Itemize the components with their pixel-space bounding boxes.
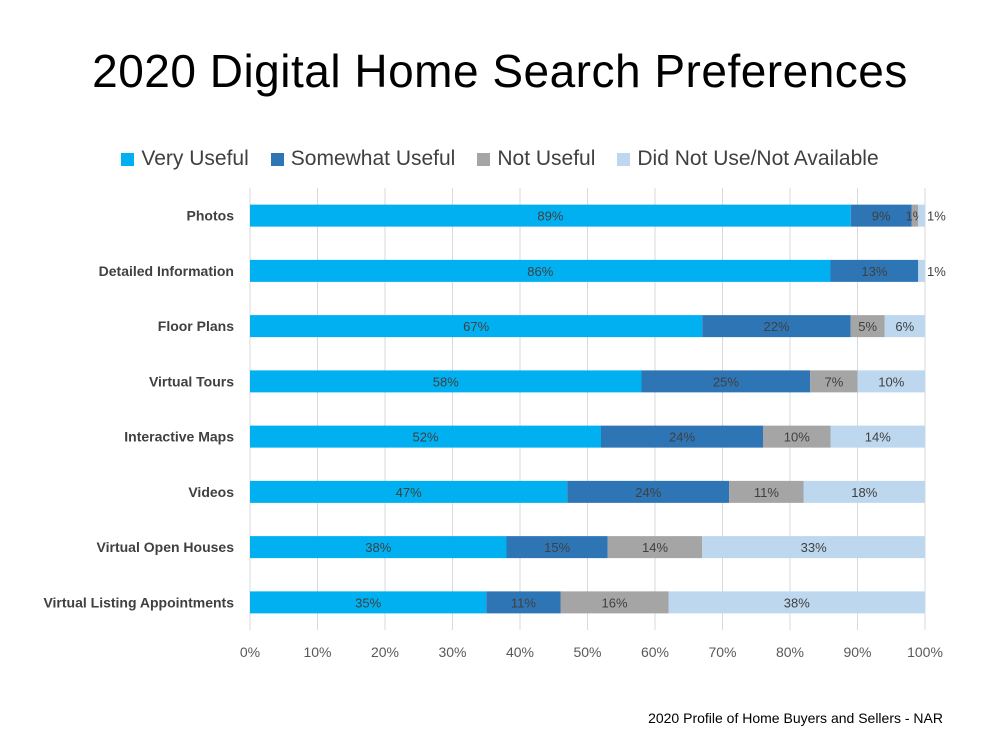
- bar-segment-not-useful: [729, 480, 804, 503]
- data-label: 38%: [784, 595, 810, 610]
- x-tick-label: 80%: [776, 644, 804, 660]
- bar-segment-very-useful: [250, 425, 601, 448]
- x-tick-label: 70%: [708, 644, 736, 660]
- data-label: 16%: [601, 595, 627, 610]
- bar-segment-not-useful: [911, 204, 919, 227]
- category-label: Interactive Maps: [124, 429, 234, 445]
- data-label: 38%: [365, 540, 391, 555]
- category-label: Videos: [188, 484, 234, 500]
- data-label: 24%: [635, 485, 661, 500]
- bar-segment-very-useful: [250, 536, 507, 559]
- bar-segment-did-not-use-not-available: [918, 204, 925, 227]
- x-tick-label: 30%: [438, 644, 466, 660]
- data-label: 5%: [858, 319, 877, 334]
- x-tick-label: 20%: [371, 644, 399, 660]
- category-label: Virtual Open Houses: [97, 539, 235, 555]
- category-label: Virtual Listing Appointments: [43, 594, 234, 610]
- bar-segment-somewhat-useful: [702, 315, 851, 338]
- legend-label: Not Useful: [497, 147, 596, 170]
- bar-segment-did-not-use-not-available: [668, 591, 925, 614]
- bar-segment-somewhat-useful: [641, 370, 811, 393]
- bar-segment-very-useful: [250, 204, 851, 227]
- bar-segment-not-useful: [850, 315, 885, 338]
- bar-segment-somewhat-useful: [850, 204, 912, 227]
- legend-swatch: [477, 152, 491, 166]
- bar-segment-did-not-use-not-available: [702, 536, 925, 559]
- data-label: 15%: [544, 540, 570, 555]
- x-tick-label: 40%: [506, 644, 534, 660]
- category-label: Virtual Tours: [149, 373, 234, 389]
- data-label: 89%: [537, 209, 563, 224]
- data-label: 67%: [463, 319, 489, 334]
- chart-title: 2020 Digital Home Search Preferences: [92, 45, 908, 97]
- data-label: 25%: [713, 374, 739, 389]
- x-tick-label: 50%: [573, 644, 601, 660]
- legend-swatch: [121, 152, 135, 166]
- data-label: 33%: [801, 540, 827, 555]
- data-label: 52%: [412, 430, 438, 445]
- legend-item-very-useful: Very Useful: [121, 147, 249, 171]
- bar-segment-did-not-use-not-available: [884, 315, 925, 338]
- data-label: 10%: [784, 430, 810, 445]
- data-label: 14%: [642, 540, 668, 555]
- data-label: 18%: [851, 485, 877, 500]
- data-label: 35%: [355, 595, 381, 610]
- data-label: 47%: [396, 485, 422, 500]
- bar-segment-not-useful: [810, 370, 858, 393]
- bar-segment-did-not-use-not-available: [830, 425, 925, 448]
- legend-swatch: [617, 152, 631, 166]
- bar-segment-not-useful: [607, 536, 703, 559]
- x-tick-label: 0%: [240, 644, 260, 660]
- category-label: Floor Plans: [158, 318, 234, 334]
- legend-label: Somewhat Useful: [290, 147, 456, 170]
- legend-item-somewhat-useful: Somewhat Useful: [270, 147, 456, 171]
- data-label: 22%: [763, 319, 789, 334]
- x-tick-label: 10%: [303, 644, 331, 660]
- data-label: 6%: [895, 319, 914, 334]
- data-label: 10%: [878, 374, 904, 389]
- source-note: 2020 Profile of Home Buyers and Sellers …: [648, 710, 943, 726]
- bar-segment-very-useful: [250, 591, 487, 614]
- data-label: 1%: [927, 209, 946, 224]
- category-label: Photos: [187, 208, 235, 224]
- data-label: 86%: [527, 264, 553, 279]
- bar-segment-somewhat-useful: [567, 480, 730, 503]
- bar-segment-very-useful: [250, 259, 831, 282]
- data-label: 11%: [754, 485, 779, 500]
- x-tick-label: 100%: [907, 644, 943, 660]
- bar-segment-not-useful: [560, 591, 669, 614]
- bar-segment-did-not-use-not-available: [918, 259, 925, 282]
- bar-segment-very-useful: [250, 480, 568, 503]
- legend-swatch: [270, 152, 284, 166]
- legend-label: Did Not Use/Not Available: [637, 147, 879, 170]
- legend-label: Very Useful: [141, 147, 249, 170]
- bar-segment-not-useful: [763, 425, 831, 448]
- category-label: Detailed Information: [99, 263, 234, 279]
- legend-item-not-useful: Not Useful: [477, 147, 595, 171]
- x-tick-label: 90%: [843, 644, 871, 660]
- data-label: 7%: [824, 374, 843, 389]
- data-label: 11%: [511, 595, 536, 610]
- data-label: 58%: [433, 374, 459, 389]
- bar-segment-did-not-use-not-available: [803, 480, 925, 503]
- data-label: 14%: [865, 430, 891, 445]
- data-label: 9%: [872, 209, 891, 224]
- legend-item-did-not-use-not-available: Did Not Use/Not Available: [617, 147, 879, 171]
- data-label: 24%: [669, 430, 695, 445]
- data-label: 1%: [927, 264, 946, 279]
- bar-segment-somewhat-useful: [601, 425, 763, 448]
- bar-segment-did-not-use-not-available: [857, 370, 925, 393]
- chart-legend: Very Useful Somewhat Useful Not Useful Did …: [0, 147, 1000, 171]
- bar-segment-somewhat-useful: [486, 591, 561, 614]
- bar-segment-somewhat-useful: [506, 536, 608, 559]
- bar-segment-somewhat-useful: [830, 259, 919, 282]
- bar-segment-very-useful: [250, 370, 642, 393]
- x-tick-label: 60%: [641, 644, 669, 660]
- bar-segment-very-useful: [250, 315, 703, 338]
- data-label: 13%: [861, 264, 887, 279]
